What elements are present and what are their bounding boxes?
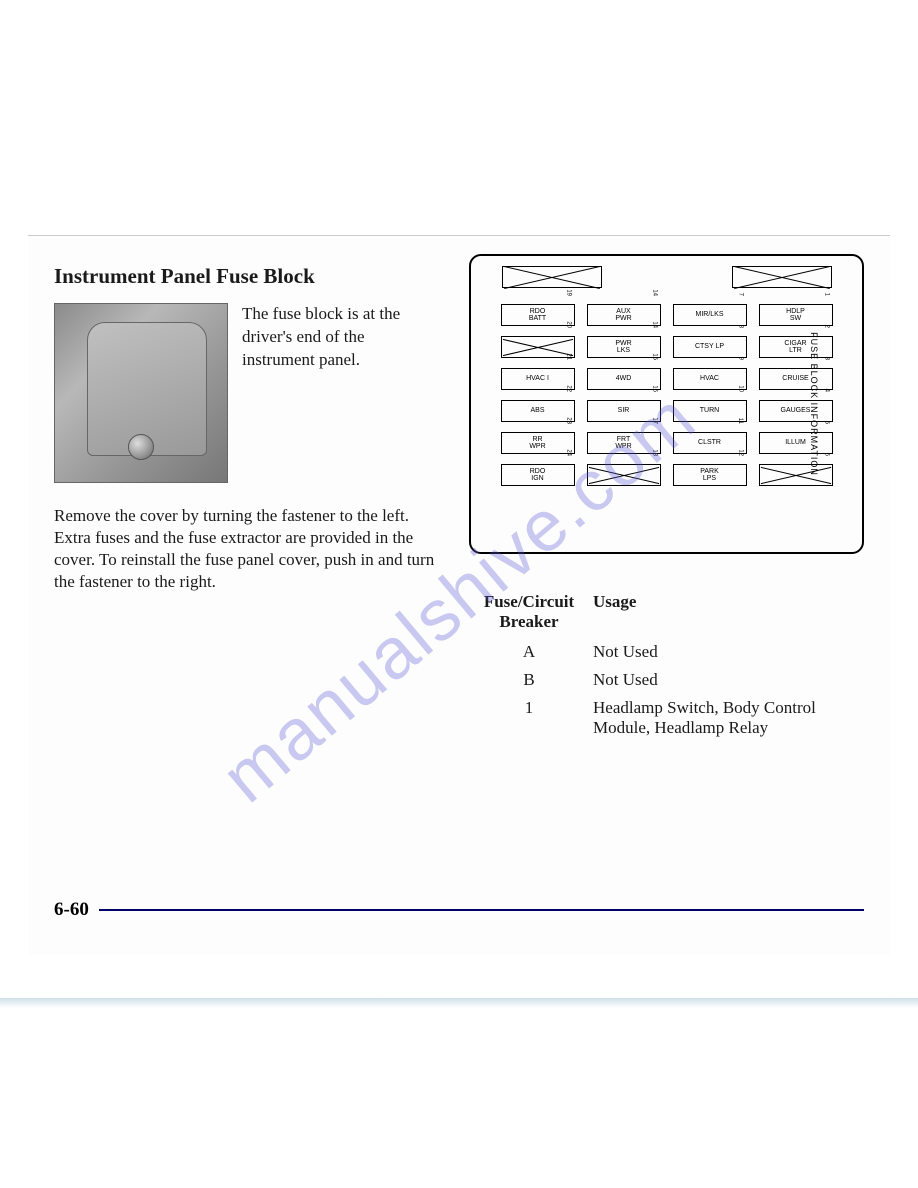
fuse-row: 20 PWRLKS14 CTSY LP8 CIGARLTR2 [481, 336, 852, 358]
fuse-slot: TURN10 [673, 400, 747, 422]
table-header-row: Fuse/CircuitBreaker Usage [469, 592, 864, 632]
fuse-slot-number: 10 [737, 385, 743, 392]
right-column: FUSE BLOCK INFORMATION RDOBATT19AUXPWR14… [469, 264, 864, 746]
table-row: 1Headlamp Switch, Body Control Module, H… [469, 698, 864, 738]
fuse-slot-number: 8 [737, 325, 743, 328]
table-row: BNot Used [469, 670, 864, 690]
table-cell-usage: Headlamp Switch, Body Control Module, He… [589, 698, 864, 738]
fuse-row: ABS22 SIR16 TURN10 GAUGES4 [481, 400, 852, 422]
fuse-slot: CIGARLTR2 [759, 336, 833, 358]
table-cell-fuse: B [469, 670, 589, 690]
fuse-row: RDOIGN24 18 PARKLPS12 6 [481, 464, 852, 486]
fuse-slot-number: 4 [823, 389, 829, 392]
fuse-slot [502, 266, 602, 288]
page-footer: 6-60 [54, 909, 864, 933]
fuse-slot: FRTWPR17 [587, 432, 661, 454]
fuse-slot-number: 20 [565, 321, 571, 328]
table-header-usage: Usage [589, 592, 864, 632]
scan-edge-fade [0, 998, 918, 1008]
fuse-slot: ILLUM5 [759, 432, 833, 454]
fuse-slot: ABS22 [501, 400, 575, 422]
fuse-slot-number: 1 [823, 293, 829, 296]
fuse-block-diagram: FUSE BLOCK INFORMATION RDOBATT19AUXPWR14… [469, 254, 864, 554]
fuse-row: RDOBATT19 AUXPWR14 MIR/LKS7 HDLPSW1 [481, 304, 852, 326]
fuse-slot-number: 7 [737, 293, 743, 296]
fuse-slot-number: 6 [823, 453, 829, 456]
fuse-slot-number: 14 [651, 289, 657, 296]
fuse-slot-number: 12 [737, 449, 743, 456]
fuse-slot: CTSY LP8 [673, 336, 747, 358]
fuse-slot-number: 16 [651, 385, 657, 392]
fuse-slot: 6 [759, 464, 833, 486]
manual-page: Instrument Panel Fuse Block The fuse blo… [28, 235, 890, 955]
fuse-slot-number: 22 [565, 385, 571, 392]
fuse-top-row [481, 266, 852, 288]
fuse-slot-number: 9 [737, 357, 743, 360]
fuse-slot: SIR16 [587, 400, 661, 422]
fuse-slot: 20 [501, 336, 575, 358]
fuse-slot-number: 19 [565, 289, 571, 296]
fuse-slot-number: 11 [737, 418, 743, 424]
body-text: Remove the cover by turning the fastener… [54, 505, 439, 593]
fuse-slot-number: 21 [565, 353, 571, 360]
fuse-slot-number: 14 [651, 321, 657, 328]
fuse-slot: CLSTR11 [673, 432, 747, 454]
table-body: ANot UsedBNot Used1Headlamp Switch, Body… [469, 642, 864, 738]
fuse-slot-number: 23 [565, 417, 571, 424]
table-cell-usage: Not Used [589, 670, 864, 690]
photo-knob-shape [128, 434, 154, 460]
fuse-slot: CRUISE3 [759, 368, 833, 390]
fuse-row: RRWPR23 FRTWPR17 CLSTR11 ILLUM5 [481, 432, 852, 454]
left-column: Instrument Panel Fuse Block The fuse blo… [54, 264, 439, 746]
fuse-cover-photo [54, 303, 228, 483]
fuse-slot-number: 17 [651, 417, 657, 424]
section-heading: Instrument Panel Fuse Block [54, 264, 439, 289]
fuse-slot: AUXPWR14 [587, 304, 661, 326]
fuse-slot: PWRLKS14 [587, 336, 661, 358]
table-cell-fuse: 1 [469, 698, 589, 738]
fuse-slot: RRWPR23 [501, 432, 575, 454]
fuse-slot: GAUGES4 [759, 400, 833, 422]
table-row: ANot Used [469, 642, 864, 662]
intro-text: The fuse block is at the driver's end of… [242, 303, 439, 483]
fuse-slot-number: 5 [823, 421, 829, 424]
fuse-slot-number: 2 [823, 325, 829, 328]
page-number: 6-60 [54, 899, 99, 920]
fuse-slot-number: 24 [565, 449, 571, 456]
fuse-row: HVAC I21 4WD15 HVAC9 CRUISE3 [481, 368, 852, 390]
photo-intro-row: The fuse block is at the driver's end of… [54, 303, 439, 483]
two-column-layout: Instrument Panel Fuse Block The fuse blo… [54, 264, 864, 746]
fuse-slot-number: 18 [651, 449, 657, 456]
fuse-usage-table: Fuse/CircuitBreaker Usage ANot UsedBNot … [469, 592, 864, 738]
fuse-slot-number: 15 [651, 353, 657, 360]
fuse-slot: RDOIGN24 [501, 464, 575, 486]
fuse-slot: PARKLPS12 [673, 464, 747, 486]
fuse-slot: RDOBATT19 [501, 304, 575, 326]
fuse-slot [732, 266, 832, 288]
fuse-grid: RDOBATT19 AUXPWR14 MIR/LKS7 HDLPSW1 20 PWRLKS… [481, 266, 852, 486]
table-cell-fuse: A [469, 642, 589, 662]
fuse-slot: 18 [587, 464, 661, 486]
table-cell-usage: Not Used [589, 642, 864, 662]
fuse-slot: HVAC I21 [501, 368, 575, 390]
table-header-fuse: Fuse/CircuitBreaker [469, 592, 589, 632]
fuse-slot: HVAC9 [673, 368, 747, 390]
fuse-slot: 4WD15 [587, 368, 661, 390]
fuse-slot: MIR/LKS7 [673, 304, 747, 326]
fuse-slot: HDLPSW1 [759, 304, 833, 326]
fuse-slot-number: 3 [823, 357, 829, 360]
